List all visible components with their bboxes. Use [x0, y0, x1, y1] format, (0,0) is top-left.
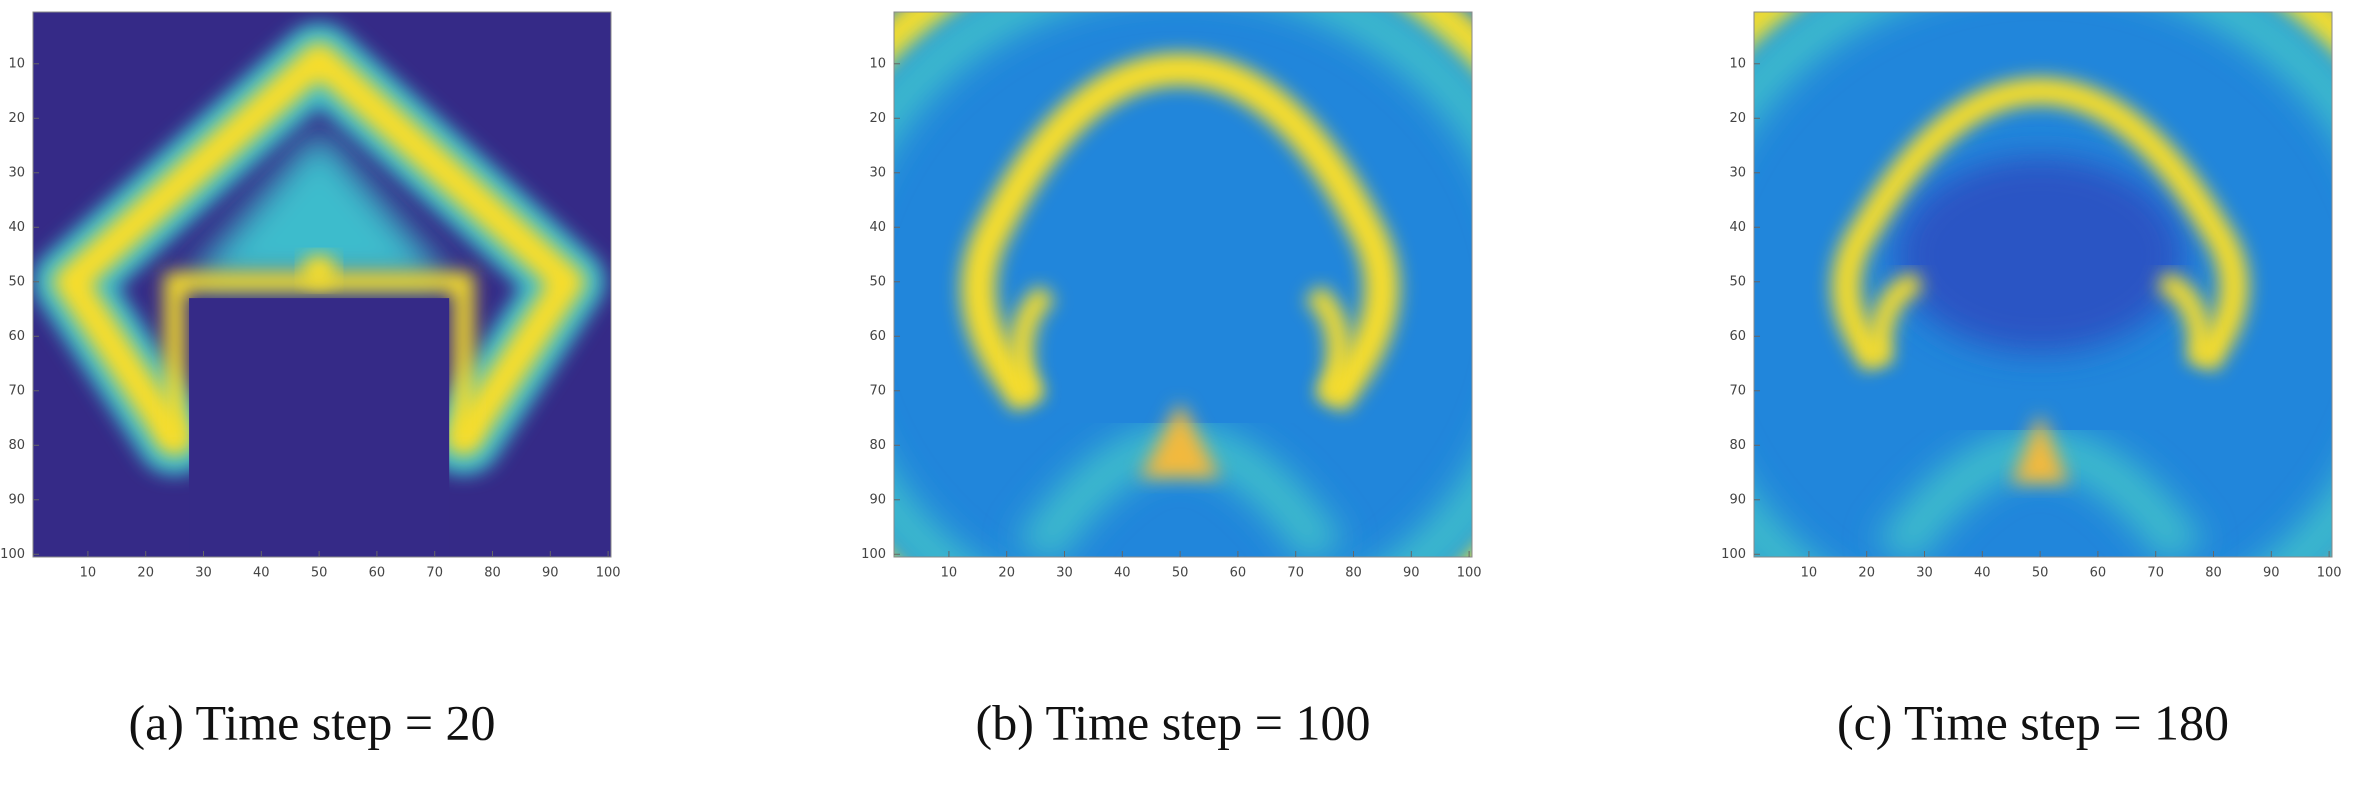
y-tick-label: 100: [1721, 547, 1746, 562]
x-tick-label: 100: [1457, 566, 1482, 581]
x-tick-label: 60: [2090, 566, 2107, 581]
y-tick-label: 40: [1729, 220, 1746, 235]
x-tick-label: 60: [1230, 566, 1247, 581]
x-tick-label: 50: [2032, 566, 2049, 581]
x-tick-label: 70: [2147, 566, 2164, 581]
y-tick-label: 60: [8, 329, 25, 344]
y-tick-label: 70: [8, 383, 25, 398]
y-tick-label: 70: [869, 383, 886, 398]
caption: (b) Time step = 100: [976, 694, 1371, 750]
x-tick-label: 10: [80, 566, 97, 581]
x-tick-label: 50: [1172, 566, 1189, 581]
x-tick-label: 80: [484, 566, 501, 581]
x-tick-label: 50: [311, 566, 328, 581]
y-tick-label: 80: [869, 438, 886, 453]
y-tick-label: 30: [869, 165, 886, 180]
panel: 10 20 30 40 50 60 70 80 90 100 10 20 30 40 50 60 70 80 90 1…: [861, 11, 1482, 750]
y-tick-label: 60: [869, 329, 886, 344]
x-tick-label: 20: [137, 566, 154, 581]
y-tick-label: 70: [1729, 383, 1746, 398]
y-tick-label: 60: [1729, 329, 1746, 344]
caption: (c) Time step = 180: [1837, 694, 2229, 750]
y-tick-label: 10: [1729, 56, 1746, 71]
x-tick-label: 20: [1858, 566, 1875, 581]
x-tick-label: 30: [1056, 566, 1073, 581]
x-tick-label: 30: [195, 566, 212, 581]
axes-frame: [32, 11, 612, 558]
x-tick-label: 30: [1916, 566, 1933, 581]
x-tick-label: 20: [998, 566, 1015, 581]
axes-frame: [1753, 11, 2333, 558]
y-tick-label: 20: [1729, 111, 1746, 126]
x-tick-label: 40: [1114, 566, 1131, 581]
x-tick-label: 80: [1345, 566, 1362, 581]
x-tick-label: 90: [1403, 566, 1420, 581]
y-tick-label: 80: [8, 438, 25, 453]
heatmap-image: [33, 12, 611, 557]
x-tick-label: 60: [369, 566, 386, 581]
y-tick-label: 20: [8, 111, 25, 126]
y-tick-label: 20: [869, 111, 886, 126]
x-tick-label: 40: [1974, 566, 1991, 581]
x-tick-label: 10: [1801, 566, 1818, 581]
y-tick-label: 100: [0, 547, 25, 562]
y-tick-label: 50: [8, 274, 25, 289]
x-tick-label: 10: [941, 566, 958, 581]
x-tick-label: 80: [2205, 566, 2222, 581]
y-tick-label: 90: [8, 492, 25, 507]
y-tick-label: 50: [1729, 274, 1746, 289]
caption: (a) Time step = 20: [128, 694, 495, 750]
y-tick-label: 40: [869, 220, 886, 235]
y-tick-label: 10: [8, 56, 25, 71]
heatmap-image: [1754, 12, 2332, 557]
x-tick-label: 100: [2317, 566, 2342, 581]
panel: 10 20 30 40 50 60 70 80 90 100 10 20 30 40 50 60 70 80 90 1…: [0, 11, 621, 750]
y-tick-label: 90: [1729, 492, 1746, 507]
x-tick-label: 90: [2263, 566, 2280, 581]
x-tick-label: 100: [596, 566, 621, 581]
x-tick-label: 90: [542, 566, 559, 581]
panel: 10 20 30 40 50 60 70 80 90 100 10 20 30 40 50 60 70 80 90 1…: [1721, 11, 2342, 750]
y-tick-label: 30: [8, 165, 25, 180]
y-tick-label: 10: [869, 56, 886, 71]
y-tick-label: 80: [1729, 438, 1746, 453]
axes-frame: [893, 11, 1473, 558]
y-tick-label: 40: [8, 220, 25, 235]
y-tick-label: 100: [861, 547, 886, 562]
heatmap-image: [894, 12, 1472, 557]
y-tick-label: 30: [1729, 165, 1746, 180]
x-tick-label: 40: [253, 566, 270, 581]
y-tick-label: 50: [869, 274, 886, 289]
y-tick-label: 90: [869, 492, 886, 507]
x-tick-label: 70: [1287, 566, 1304, 581]
x-tick-label: 70: [426, 566, 443, 581]
